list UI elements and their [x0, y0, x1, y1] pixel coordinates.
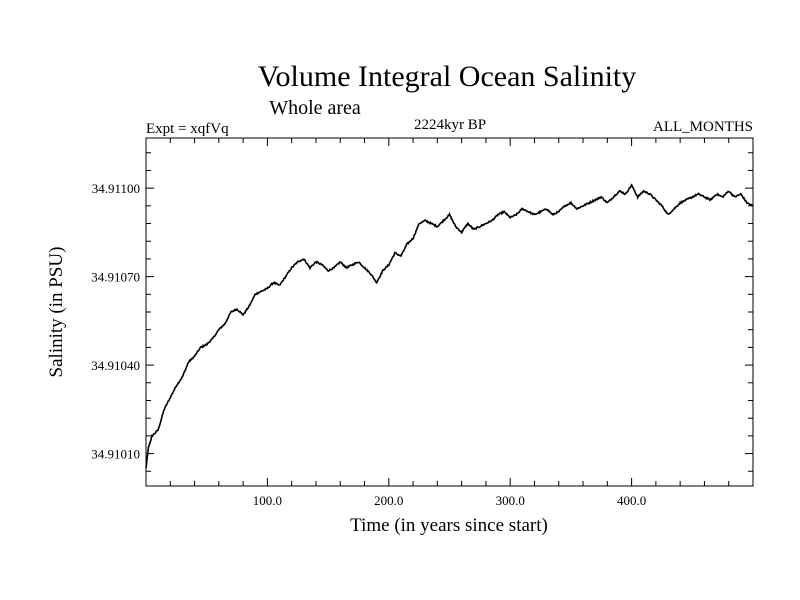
chart-title: Volume Integral Ocean Salinity — [258, 60, 637, 93]
x-tick-label: 200.0 — [374, 493, 403, 508]
salinity-line — [145, 183, 754, 469]
experiment-label: Expt = xqfVq — [146, 121, 229, 137]
period-label: 2224kyr BP — [414, 117, 486, 133]
y-tick-label: 34.91010 — [91, 447, 140, 462]
plot-frame — [145, 137, 754, 487]
x-tick-label: 300.0 — [496, 493, 525, 508]
y-tick-label: 34.91070 — [91, 270, 140, 285]
y-axis-label: Salinity (in PSU) — [46, 247, 67, 378]
tick-labels: 100.0 200.0 300.0 400.0 34.91010 34.91040 34.9… — [91, 181, 646, 508]
x-axis-label: Time (in years since start) — [350, 515, 548, 536]
x-tick-label: 100.0 — [253, 493, 282, 508]
months-label: ALL_MONTHS — [653, 119, 753, 135]
axis-ticks — [146, 138, 753, 486]
y-tick-label: 34.91040 — [91, 358, 140, 373]
x-tick-label: 400.0 — [617, 493, 646, 508]
chart-subtitle: Whole area — [269, 97, 361, 119]
y-tick-label: 34.91100 — [92, 181, 140, 196]
